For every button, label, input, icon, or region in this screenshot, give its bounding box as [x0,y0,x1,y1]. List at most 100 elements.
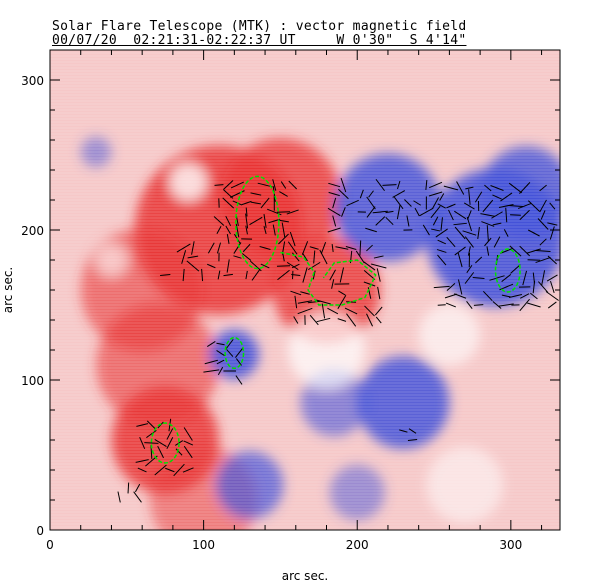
field-vector [250,201,261,205]
field-vector [165,467,175,473]
field-vector [385,216,394,226]
field-vector [425,179,428,191]
neutral-region [288,311,365,389]
field-vector [213,216,225,226]
field-vector [437,254,447,266]
field-vector [475,256,483,264]
field-vector [522,270,528,286]
field-vector [341,207,346,217]
field-vector [414,207,420,217]
field-vector [320,242,327,254]
field-vector [160,274,171,276]
field-vector [249,216,263,226]
neutral-region [418,304,481,366]
field-vector [517,202,532,210]
field-vector [375,216,386,226]
y-axis-label: arc sec. [1,267,15,313]
field-vector [339,267,345,283]
field-vector [302,252,308,262]
field-vector [467,210,472,220]
field-vector [272,186,276,202]
field-vector [191,241,195,255]
field-vector [535,250,551,252]
field-vector [507,204,524,208]
field-vector [454,246,466,256]
field-vector [331,243,334,253]
field-vector [492,222,502,226]
field-vector [355,250,365,264]
field-vector [500,248,513,254]
negative-field-region [357,356,450,449]
field-vector [309,314,319,326]
field-vector [203,369,220,373]
field-vector [226,234,230,244]
field-vector [493,236,501,248]
field-vector [365,227,377,233]
field-vector [201,268,204,282]
field-vector [182,467,194,473]
field-vector [344,307,358,315]
field-vector [277,269,290,281]
field-vector [430,205,441,219]
field-vector [537,218,549,230]
negative-field-region [80,136,112,168]
field-vector [467,246,471,256]
field-vector [216,225,222,235]
field-vector [225,215,232,227]
y-tick-label: 0 [36,524,44,538]
field-vector [539,199,547,213]
field-vector [217,270,221,280]
field-vector [526,248,541,254]
field-vector [294,295,298,309]
field-vector [532,272,535,284]
field-vector [290,290,302,296]
field-vector [439,193,445,201]
field-vector [445,302,456,308]
field-vector [454,226,466,240]
field-vector [433,285,450,289]
field-vector [539,184,547,192]
field-vector [489,275,505,281]
field-vector [373,255,384,259]
field-vector [260,197,270,209]
field-vector [217,366,224,376]
chart-subtitle: 00/07/20 02:21:31-02:22:37 UT W 0'30" S … [52,33,467,48]
field-vector [364,305,375,317]
field-vector [446,282,456,292]
field-vector [286,261,299,271]
negative-field-region [215,451,284,519]
field-vector [492,301,502,309]
field-vector [468,189,471,205]
negative-field-region [334,153,442,262]
field-vector [448,209,454,221]
field-vector [406,215,410,227]
field-vector [432,216,439,226]
field-vector [371,263,387,269]
chart-title: Solar Flare Telescope (MTK) : vector mag… [52,19,467,34]
field-vector [187,255,199,259]
field-vector [251,269,261,281]
field-vector [376,268,381,282]
field-vector [235,375,243,385]
field-vector [288,180,298,190]
field-vector [437,239,447,245]
field-vector [286,209,299,215]
field-vector [280,181,287,189]
field-vector [222,197,235,209]
x-tick-label: 200 [346,538,369,552]
y-tick-label: 300 [21,74,44,88]
field-vector [500,192,513,202]
negative-field-region [329,464,385,521]
positive-field-region [218,138,342,262]
field-vector [550,280,555,294]
field-vector [547,222,558,226]
field-vector [444,293,458,299]
field-vector [154,439,167,447]
field-vector [464,236,474,248]
field-vector [440,217,443,231]
field-vector [366,313,373,327]
field-vector [279,191,288,197]
field-vector [204,359,218,365]
field-vector [157,445,164,459]
field-vector [443,185,459,191]
